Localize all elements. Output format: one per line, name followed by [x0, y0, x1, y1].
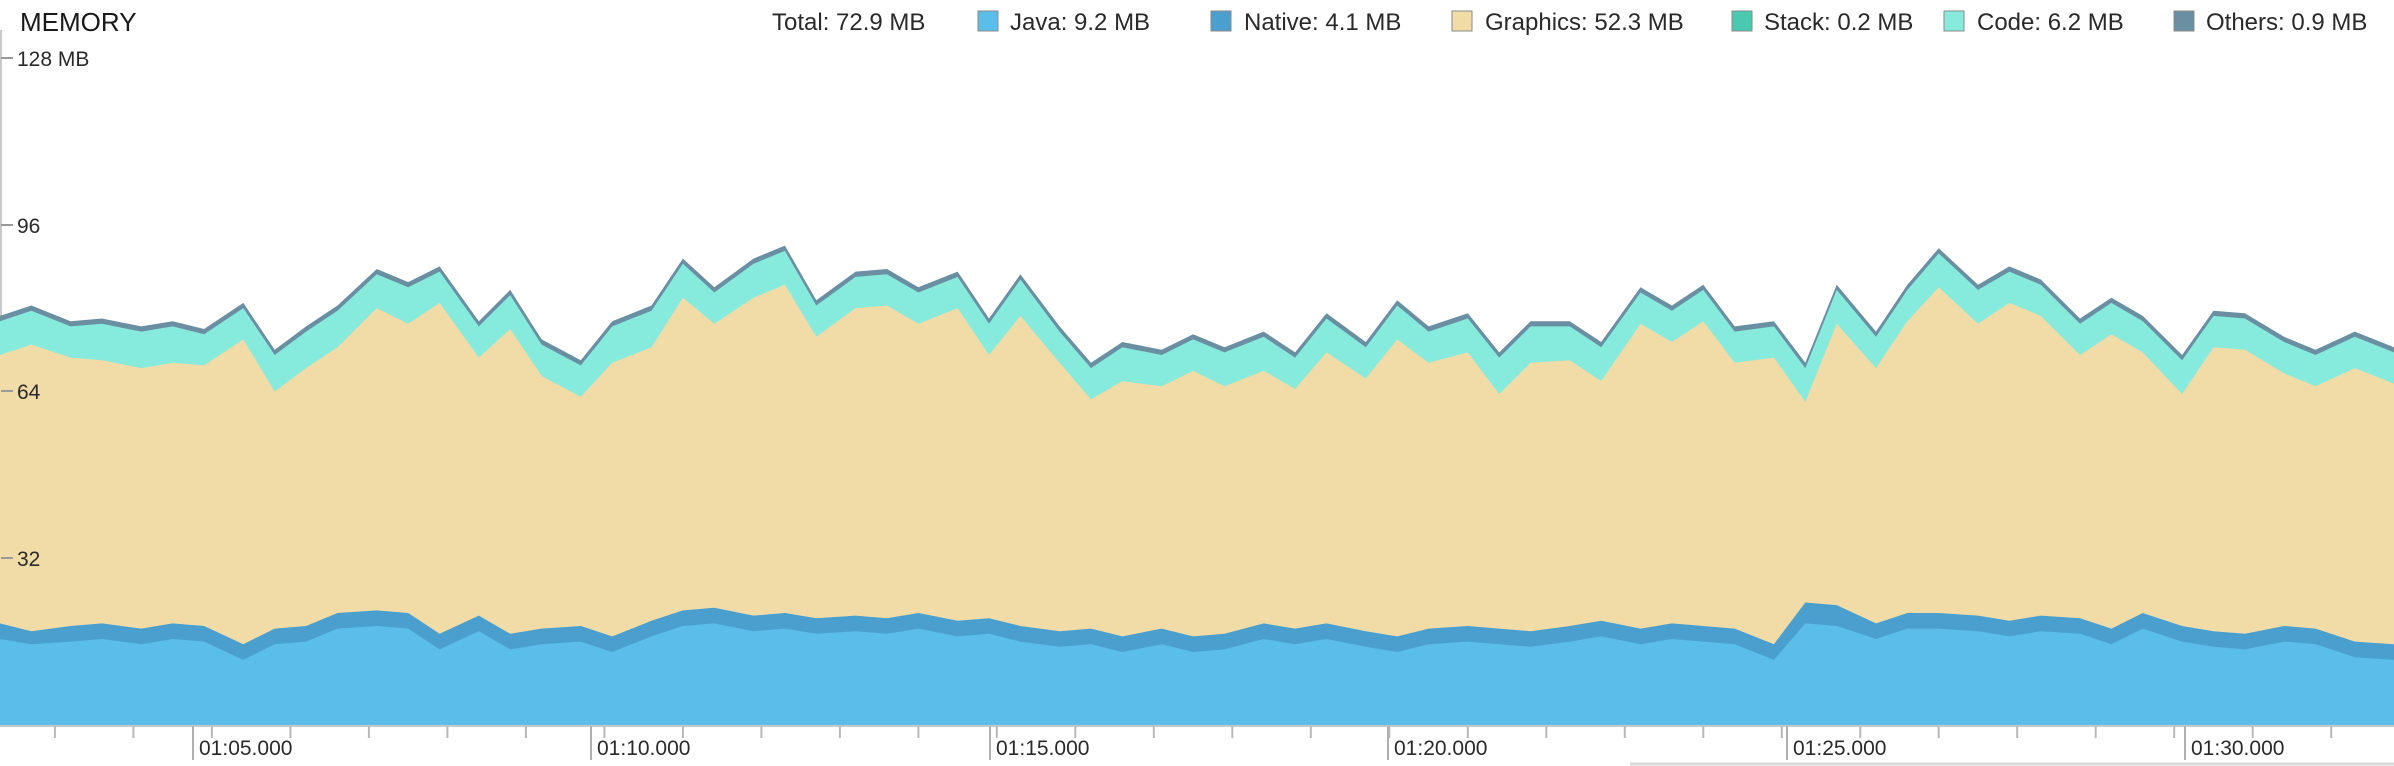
y-tick-label-32: 32 — [17, 548, 40, 571]
x-tick-label-0130: 01:30.000 — [2191, 737, 2284, 760]
legend-label-others: Others: 0.9 MB — [2206, 9, 2367, 36]
x-axis: 01:05.000 01:10.000 01:15.000 01:20.000 … — [0, 725, 2394, 766]
x-tick-label-0120: 01:20.000 — [1394, 737, 1487, 760]
chart-title: MEMORY — [20, 7, 137, 37]
legend-swatch-java — [977, 10, 999, 32]
legend-swatch-native — [1210, 10, 1232, 32]
legend-swatch-graphics — [1451, 10, 1473, 32]
legend-total: Total: 72.9 MB — [772, 9, 925, 36]
y-axis: 128 MB 96 64 32 — [1, 48, 89, 571]
legend-swatch-code — [1943, 10, 1965, 32]
legend-label-graphics: Graphics: 52.3 MB — [1485, 9, 1684, 36]
area-series-group — [0, 245, 2394, 726]
legend: Total: 72.9 MB Java: 9.2 MB Native: 4.1 … — [772, 9, 2367, 36]
legend-label-java: Java: 9.2 MB — [1010, 9, 1150, 36]
series-graphics-area — [0, 284, 2394, 725]
y-tick-label-96: 96 — [17, 215, 40, 238]
y-tick-label-128: 128 MB — [17, 48, 89, 71]
legend-label-code: Code: 6.2 MB — [1977, 9, 2124, 36]
x-tick-label-0105: 01:05.000 — [199, 737, 292, 760]
legend-label-native: Native: 4.1 MB — [1244, 9, 1401, 36]
x-tick-label-0115: 01:15.000 — [996, 737, 1089, 760]
legend-label-stack: Stack: 0.2 MB — [1764, 9, 1913, 36]
x-tick-label-0125: 01:25.000 — [1793, 737, 1886, 760]
y-tick-label-64: 64 — [17, 381, 41, 404]
series-java-area — [0, 623, 2394, 725]
legend-swatch-others — [2173, 10, 2195, 32]
x-minor-ticks — [53, 726, 2333, 738]
x-tick-label-0110: 01:10.000 — [597, 737, 690, 760]
legend-swatch-stack — [1731, 10, 1753, 32]
